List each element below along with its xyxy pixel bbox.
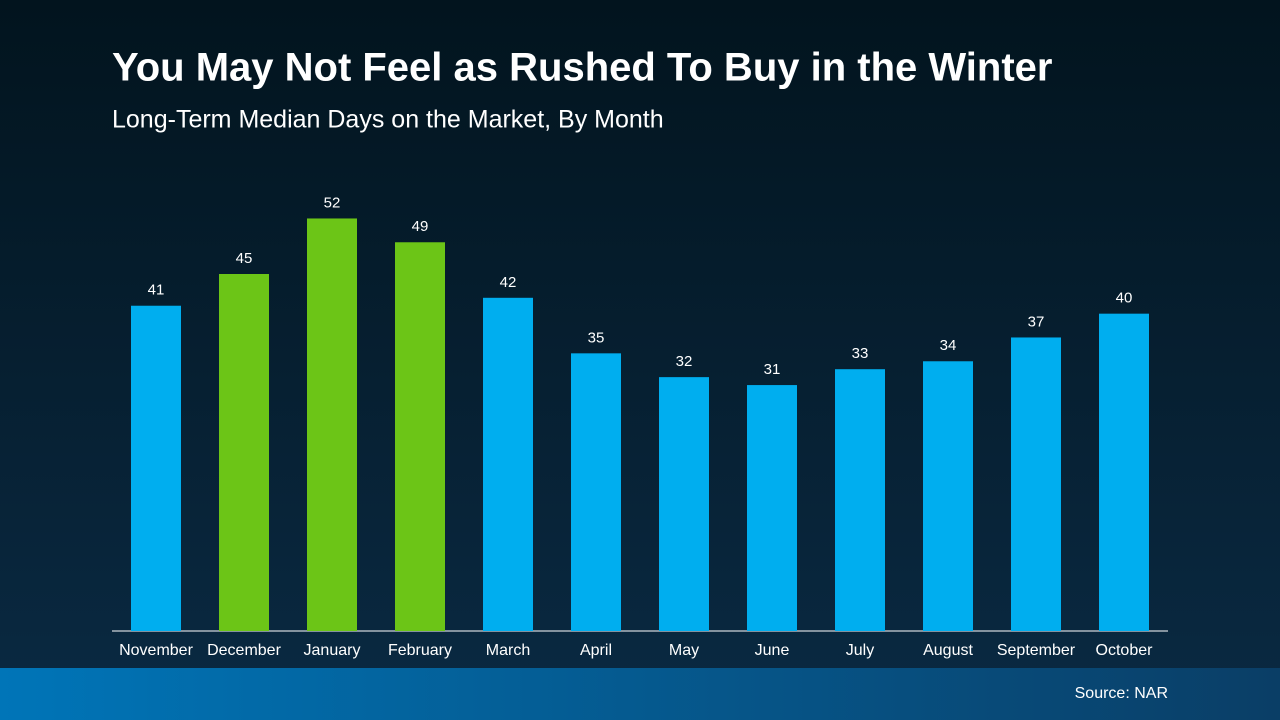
bar bbox=[307, 218, 357, 631]
x-tick-label: February bbox=[388, 642, 452, 659]
x-tick-label: June bbox=[755, 642, 790, 659]
bar bbox=[1011, 337, 1061, 631]
chart-subtitle: Long-Term Median Days on the Market, By … bbox=[112, 106, 664, 134]
bar bbox=[923, 361, 973, 631]
bar bbox=[483, 297, 533, 631]
x-tick-label: April bbox=[580, 642, 612, 659]
chart-title: You May Not Feel as Rushed To Buy in the… bbox=[112, 46, 1052, 90]
bar bbox=[747, 385, 797, 631]
bar bbox=[219, 274, 269, 631]
x-tick-label: August bbox=[923, 642, 973, 659]
bar bbox=[835, 369, 885, 631]
data-label: 37 bbox=[1028, 313, 1045, 330]
data-label: 45 bbox=[236, 250, 253, 267]
data-label: 42 bbox=[500, 274, 517, 291]
data-label: 41 bbox=[148, 282, 165, 299]
x-tick-label: November bbox=[119, 642, 193, 659]
data-label: 33 bbox=[852, 345, 869, 362]
bar bbox=[659, 377, 709, 631]
bar bbox=[395, 242, 445, 631]
data-label: 40 bbox=[1116, 290, 1133, 307]
bar bbox=[1099, 313, 1149, 631]
x-tick-label: July bbox=[846, 642, 874, 659]
footer-band bbox=[0, 668, 1280, 720]
x-tick-label: March bbox=[486, 642, 530, 659]
x-tick-label: January bbox=[304, 642, 361, 659]
data-label: 32 bbox=[676, 353, 693, 370]
data-label: 31 bbox=[764, 361, 781, 378]
x-tick-label: October bbox=[1096, 642, 1154, 659]
bar bbox=[571, 353, 621, 631]
x-tick-label: September bbox=[997, 642, 1076, 659]
data-label: 35 bbox=[588, 329, 605, 346]
bar bbox=[131, 305, 181, 631]
x-tick-label: May bbox=[669, 642, 699, 659]
x-tick-label: December bbox=[207, 642, 281, 659]
data-label: 49 bbox=[412, 218, 429, 235]
data-label: 52 bbox=[324, 194, 341, 211]
source: Source: NAR bbox=[1075, 685, 1168, 702]
data-label: 34 bbox=[940, 337, 957, 354]
